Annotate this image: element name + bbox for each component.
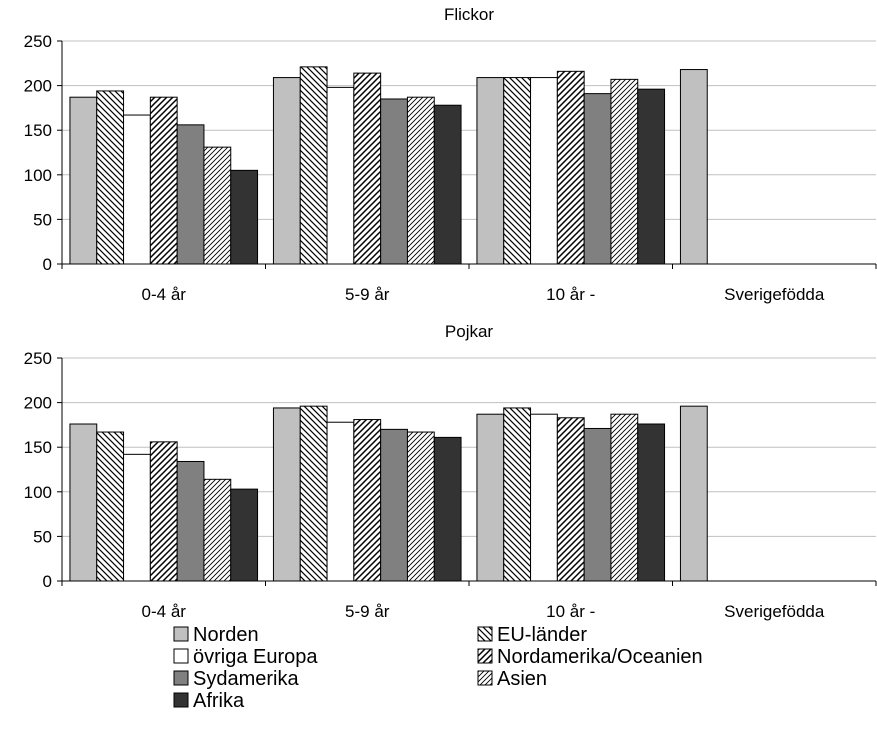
legend-swatch-nordamerika-oceanien [477,648,493,664]
chart-1-bar-norden-4 [679,69,708,265]
chart-1-y-tick-label: 100 [24,166,52,185]
legend-swatch-asien [477,670,493,686]
chart-2-x-tick-label: 10 år - [546,602,595,621]
chart-1-bar-norden-3 [476,77,505,265]
chart-2-x-tick-label: Sverigefödda [724,602,825,621]
chart-1-bar-sydamerika-3 [583,93,612,265]
chart-1-x-tick-label: Sverigefödda [724,285,825,304]
chart-2-bar-vriga-europa-1 [123,453,151,582]
chart-1-bar-sydamerika-1 [176,124,205,265]
legend-label-asien: Asien [497,668,547,690]
chart-1-y-tick-label: 250 [24,32,52,51]
chart-2-y-tick-label: 50 [33,527,52,546]
chart-1-bar-eu-l-nder-1 [96,90,125,265]
chart-2-bar-afrika-2 [433,436,462,582]
chart-2-title: Pojkar [445,322,494,341]
chart-2-bar-norden-2 [272,407,301,582]
legend-swatch-afrika [173,692,189,708]
chart-2-bar-afrika-1 [230,488,259,582]
chart-2-bar-nordamerika-oceanien-2 [353,419,382,582]
chart-2-bar-vriga-europa-2 [326,421,355,582]
chart-2-y-tick-label: 100 [24,483,52,502]
chart-2-bar-afrika-3 [637,423,666,582]
chart-2-bar-sydamerika-1 [176,460,205,582]
chart-2-bar-asien-1 [203,478,232,582]
legend-label-vriga-europa: övriga Europa [193,646,318,668]
chart-2-bar-norden-1 [69,423,98,582]
chart-1-y-tick-label: 0 [43,255,52,274]
chart-1-bar-afrika-2 [433,104,462,265]
chart-1-x-tick-label: 5-9 år [345,285,390,304]
chart-2-y-tick-label: 0 [43,572,52,591]
chart-2-bar-norden-4 [679,405,708,582]
chart-2-bar-norden-3 [476,413,505,582]
chart-2-y-tick-label: 150 [24,438,52,457]
chart-2-bar-vriga-europa-3 [530,413,558,582]
chart-1-bar-vriga-europa-2 [326,86,355,265]
chart-1-bar-nordamerika-oceanien-1 [149,96,178,265]
chart-2-x-tick-label: 5-9 år [345,602,390,621]
legend-label-afrika: Afrika [193,690,245,712]
chart-1-y-tick-label: 150 [24,121,52,140]
legend-swatch-sydamerika [173,670,189,686]
chart-2-bar-nordamerika-oceanien-1 [149,441,178,582]
chart-1-y-tick-label: 50 [33,210,52,229]
chart-1-bar-norden-1 [69,96,98,265]
chart-2-x-tick-label: 0-4 år [142,602,187,621]
legend-swatch-eu-l-nder [477,626,493,642]
chart-2-bar-sydamerika-2 [380,428,408,582]
legend-swatch-norden [173,626,189,642]
chart-1-bar-eu-l-nder-2 [299,66,328,265]
chart-1-bar-vriga-europa-3 [530,77,558,265]
chart-1-bar-vriga-europa-1 [123,114,151,265]
chart-2-bar-eu-l-nder-2 [299,405,328,582]
legend-label-eu-l-nder: EU-länder [497,624,587,646]
chart-2-bar-asien-3 [610,413,639,582]
chart-1-bar-eu-l-nder-3 [503,77,532,265]
legend-label-sydamerika: Sydamerika [193,668,299,690]
chart-1-bar-asien-3 [610,78,639,265]
chart-2-bar-nordamerika-oceanien-3 [556,417,585,582]
chart-1-bar-nordamerika-oceanien-3 [556,70,585,265]
chart-1-bar-sydamerika-2 [380,98,408,265]
legend-swatch-vriga-europa [173,648,189,664]
chart-2-y-tick-label: 200 [24,394,52,413]
chart-2-y-tick-label: 250 [24,349,52,368]
chart-2-bar-eu-l-nder-1 [96,431,125,582]
chart-1-bar-afrika-1 [230,169,259,265]
chart-1-y-tick-label: 200 [24,77,52,96]
chart-1-bar-asien-1 [203,146,232,265]
legend-label-norden: Norden [193,624,259,646]
chart-1-x-tick-label: 10 år - [546,285,595,304]
chart-1-bar-afrika-3 [637,88,666,265]
chart-2-bar-eu-l-nder-3 [503,407,532,582]
chart-1-bar-norden-2 [272,77,301,265]
chart-1-bar-nordamerika-oceanien-2 [353,72,382,265]
chart-2-bar-sydamerika-3 [583,427,612,582]
legend-label-nordamerika-oceanien: Nordamerika/Oceanien [497,646,703,668]
chart-2-bar-asien-2 [406,431,435,582]
chart-1-title: Flickor [444,5,494,24]
chart-1-bar-asien-2 [406,96,435,265]
chart-1-x-tick-label: 0-4 år [142,285,187,304]
